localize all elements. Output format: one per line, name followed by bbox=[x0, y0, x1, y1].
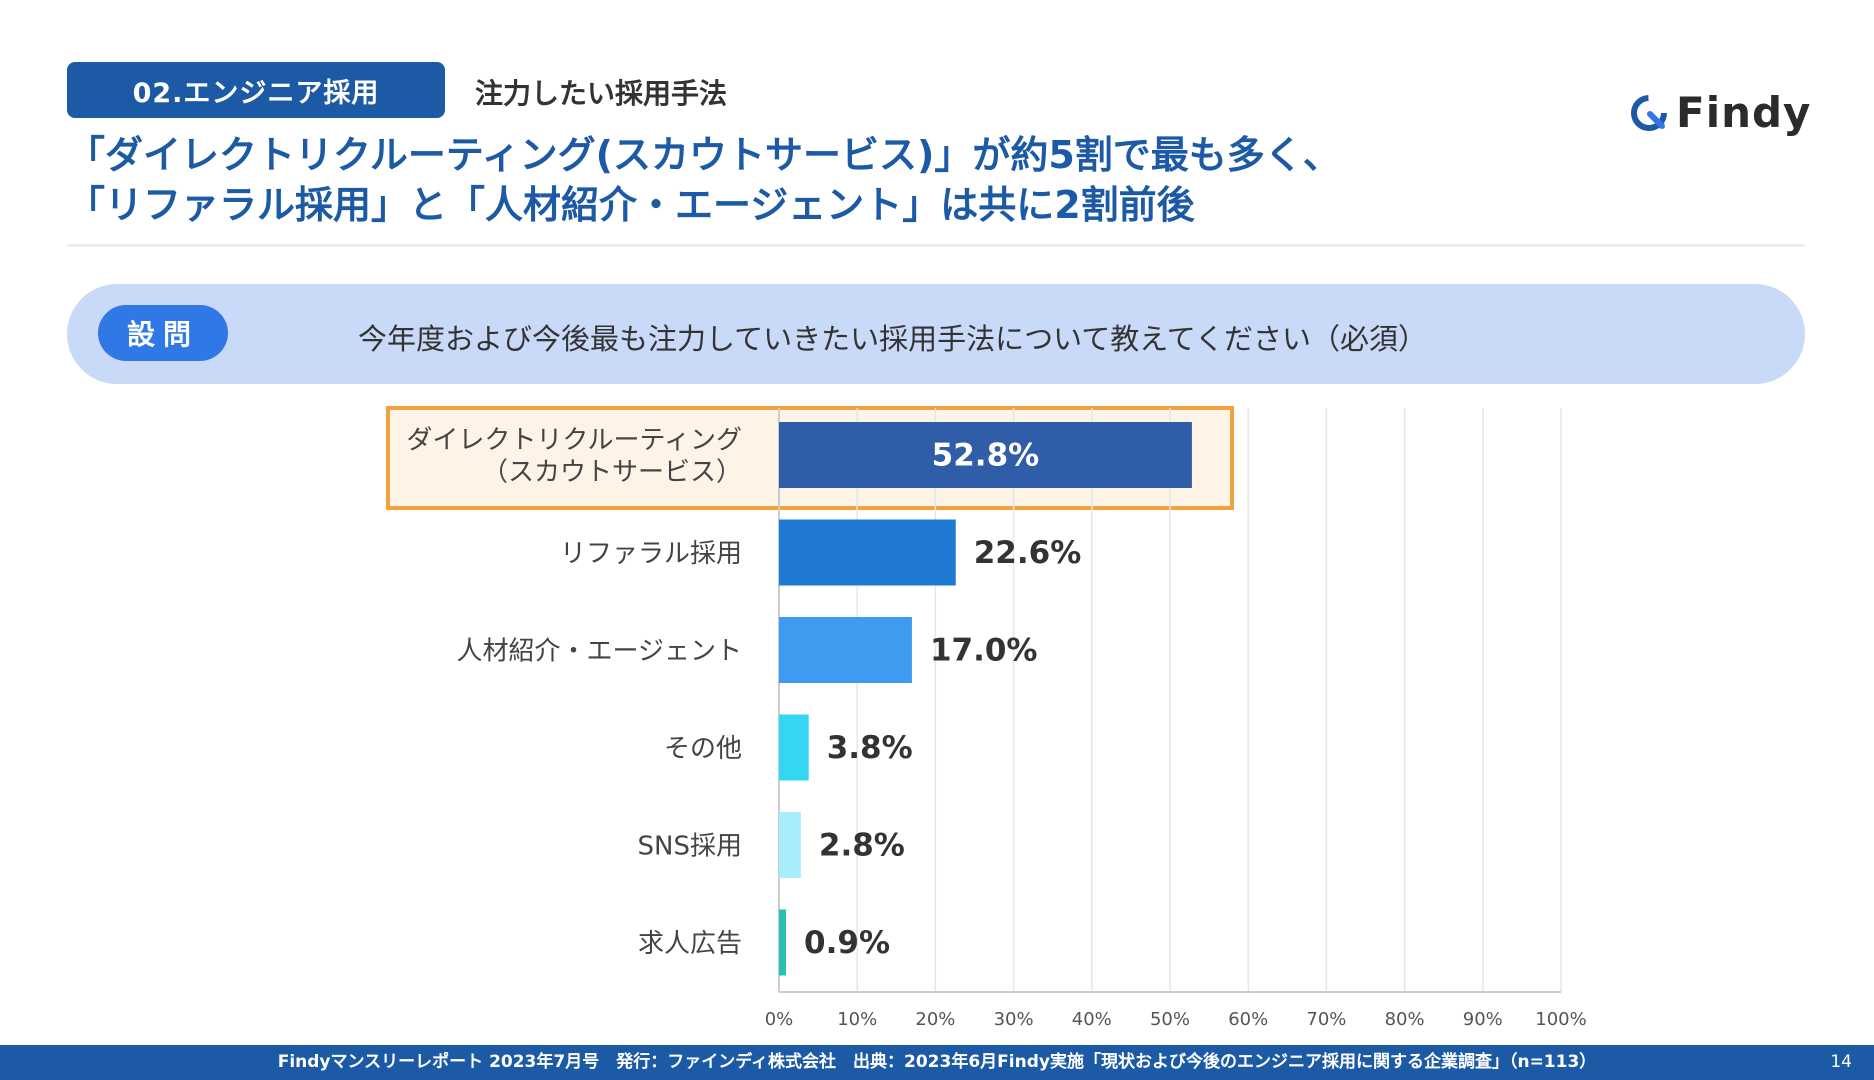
x-tick-label: 20% bbox=[915, 1009, 955, 1030]
x-tick-label: 100% bbox=[1535, 1009, 1586, 1030]
question-bar bbox=[67, 284, 1805, 384]
question-text: 今年度および今後最も注力していきたい採用手法について教えてください（必須） bbox=[358, 322, 1427, 356]
data-label: 2.8% bbox=[819, 828, 905, 864]
category-label: SNS採用 bbox=[638, 832, 742, 862]
x-tick-label: 10% bbox=[837, 1009, 877, 1030]
section-subtitle: 注力したい採用手法 bbox=[475, 77, 728, 110]
question-tag: 設問 bbox=[98, 305, 228, 361]
bar bbox=[779, 617, 912, 683]
bar bbox=[779, 812, 801, 878]
headline: 「ダイレクトリクルーティング(スカウトサービス)」が約5割で最も多く、 「リファ… bbox=[67, 130, 1341, 230]
divider bbox=[67, 244, 1805, 247]
data-label: 3.8% bbox=[827, 730, 913, 766]
category-label: ダイレクトリクルーティング bbox=[406, 426, 742, 456]
x-tick-label: 50% bbox=[1150, 1009, 1190, 1030]
category-label: その他 bbox=[664, 734, 742, 764]
page-number: 14 bbox=[1830, 1052, 1852, 1072]
section-badge: 02.エンジニア採用 bbox=[67, 62, 445, 118]
bar bbox=[779, 519, 956, 586]
x-tick-label: 30% bbox=[994, 1009, 1034, 1030]
x-tick-label: 60% bbox=[1228, 1009, 1268, 1030]
bar-chart: 0% 10% 20% 30% 40% 50% 60% 70% 80% 90% 100% 52.8% ダイ… bbox=[386, 406, 1587, 1030]
footer-text: Findyマンスリーレポート 2023年7月号 発行：ファインディ株式会社 出典… bbox=[277, 1052, 1597, 1072]
headline-line-1: 「ダイレクトリクルーティング(スカウトサービス)」が約5割で最も多く、 bbox=[67, 133, 1341, 177]
findy-logo-icon bbox=[1631, 94, 1667, 131]
bar bbox=[779, 909, 787, 976]
category-label: リファラル採用 bbox=[560, 539, 742, 569]
x-tick-label: 80% bbox=[1385, 1009, 1425, 1030]
x-tick-label: 70% bbox=[1306, 1009, 1346, 1030]
data-label: 17.0% bbox=[930, 633, 1038, 669]
headline-line-2: 「リファラル採用」と「人材紹介・エージェント」は共に2割前後 bbox=[67, 183, 1195, 227]
category-label: 人材紹介・エージェント bbox=[457, 637, 742, 667]
data-label: 0.9% bbox=[804, 925, 890, 961]
bar bbox=[779, 714, 809, 781]
logo-text: Findy bbox=[1676, 88, 1812, 137]
x-tick-label: 90% bbox=[1463, 1009, 1503, 1030]
x-tick-label: 0% bbox=[765, 1009, 794, 1030]
category-label: （スカウトサービス） bbox=[482, 458, 742, 488]
bar bbox=[779, 422, 1192, 488]
footer: Findyマンスリーレポート 2023年7月号 発行：ファインディ株式会社 出典… bbox=[0, 1045, 1874, 1080]
findy-logo: Findy bbox=[1628, 88, 1811, 137]
data-label: 22.6% bbox=[974, 535, 1082, 571]
data-label: 52.8% bbox=[932, 438, 1040, 474]
x-tick-label: 40% bbox=[1072, 1009, 1112, 1030]
category-label: 求人広告 bbox=[638, 929, 742, 959]
